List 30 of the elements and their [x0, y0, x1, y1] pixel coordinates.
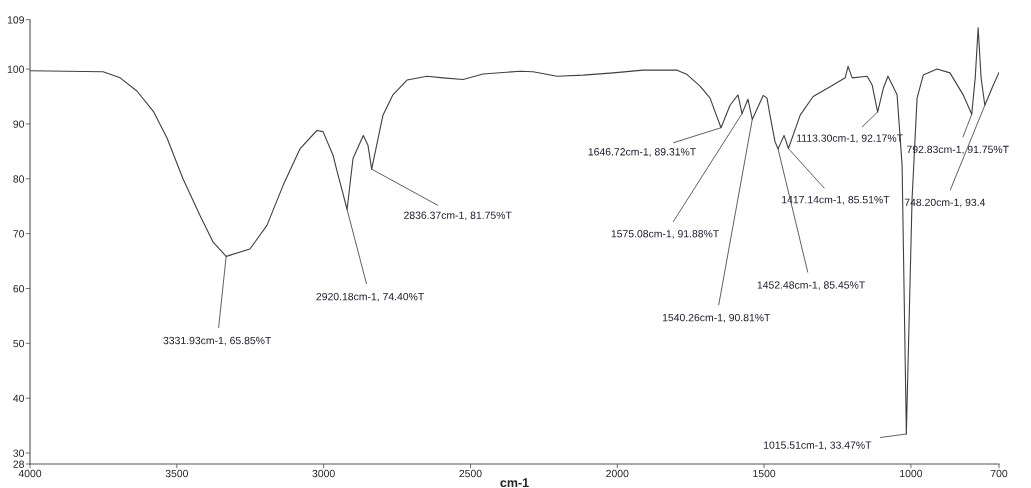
x-tick-label: 2500 [459, 469, 482, 478]
annotation: 1015.51cm-1, 33.47%T [764, 441, 872, 451]
annotation: 1575.08cm-1, 91.88%T [611, 230, 719, 239]
annotation: 1646.72cm-1, 89.31%T [588, 148, 696, 157]
annotation: 1540.26cm-1, 90.81%T [662, 313, 771, 323]
y-tick-label: 100 [7, 65, 25, 73]
annotation: 1113.30cm-1, 92.17%T [797, 134, 903, 144]
x-tick-label: 2000 [606, 469, 629, 478]
y-tick-label: 90 [13, 120, 25, 128]
x-tick-label: 700 [990, 469, 1008, 478]
annotation: 748.20cm-1, 93.4 [904, 198, 986, 208]
y-tick-label: 60 [13, 284, 25, 293]
x-tick-label: 3000 [312, 469, 335, 478]
y-tick-label: 30 [13, 449, 25, 457]
annotation: 3331.93cm-1, 65.85%T [163, 336, 272, 346]
y-tick-label: 40 [13, 394, 25, 403]
x-tick-label: 4000 [18, 469, 42, 478]
y-tick-label: 28 [13, 460, 24, 468]
x-axis-title: cm-1 [500, 478, 529, 488]
annotation: 1452.48cm-1, 85.45%T [757, 281, 865, 290]
y-tick-label: 109 [7, 16, 24, 24]
x-tick-label: 1000 [900, 469, 923, 478]
x-tick-label: 1500 [753, 469, 776, 478]
y-tick-label: 50 [13, 339, 25, 348]
y-tick-label: 80 [13, 175, 25, 183]
annotation: 1417.14cm-1, 85.51%T [782, 195, 890, 205]
annotation: 2920.18cm-1, 74.40%T [316, 292, 424, 302]
x-tick-label: 3500 [165, 469, 188, 478]
annotation: 2836.37cm-1, 81.75%T [404, 211, 512, 221]
y-tick-label: 70 [13, 230, 25, 238]
